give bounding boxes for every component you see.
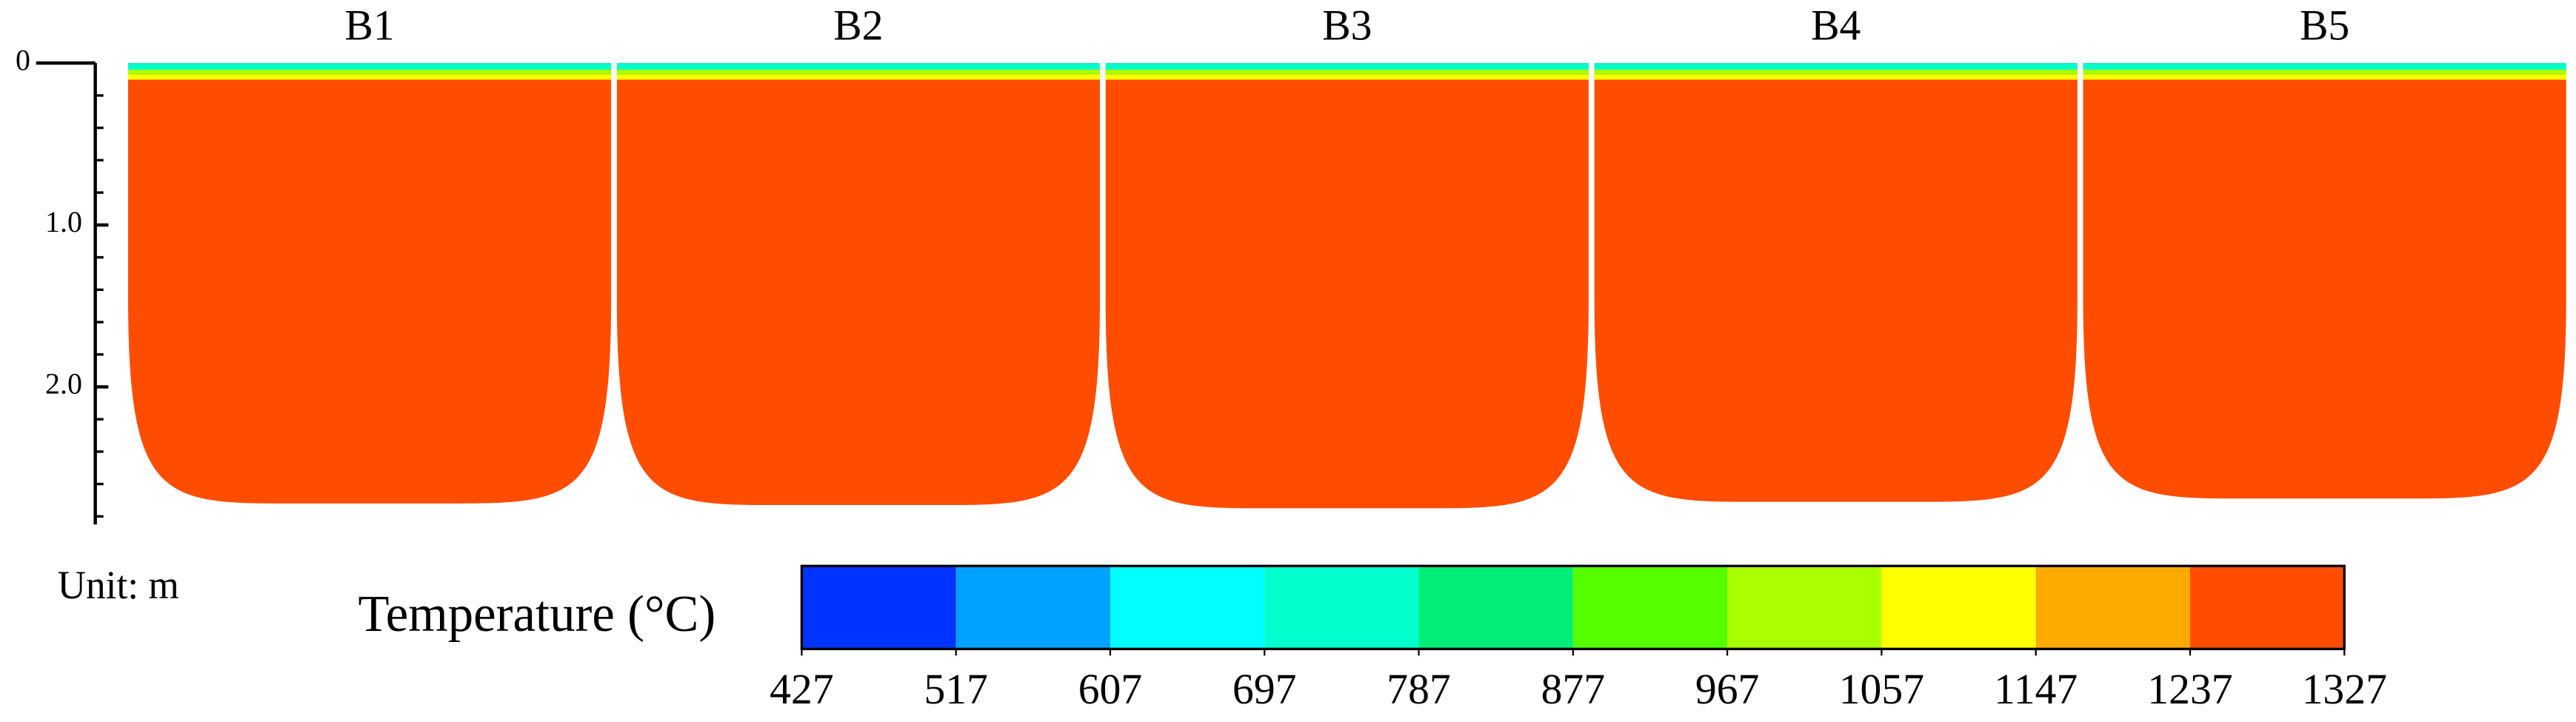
surface-layer — [1105, 63, 1589, 70]
colorbar-segment — [955, 566, 1111, 649]
surface-layer — [128, 74, 612, 80]
colorbar-tick-label: 877 — [1541, 665, 1605, 713]
colorbar-tick-label: 1057 — [1839, 665, 1924, 713]
surface-layer — [128, 63, 612, 70]
colorbar-tick-label: 427 — [770, 665, 833, 713]
surface-layer — [616, 70, 1101, 75]
unit-label: Unit: m — [58, 563, 179, 607]
colorbar-tick-label: 697 — [1232, 665, 1296, 713]
temperature-field — [2083, 63, 2566, 499]
surface-layer — [2083, 63, 2566, 70]
surface-layer — [616, 74, 1101, 80]
temperature-field — [128, 63, 612, 504]
colorbar-tick-label: 787 — [1387, 665, 1450, 713]
surface-layer — [1594, 74, 2078, 80]
y-tick-label: 1.0 — [45, 205, 82, 238]
surface-layer — [1105, 70, 1589, 75]
colorbar-tick-label: 517 — [924, 665, 987, 713]
panel-label: B2 — [833, 1, 883, 49]
surface-layer — [1105, 74, 1589, 80]
colorbar-segment — [801, 566, 956, 649]
panel-label: B1 — [344, 1, 394, 49]
colorbar-tick-label: 1327 — [2302, 665, 2387, 713]
colorbar-tick-label: 967 — [1695, 665, 1759, 713]
colorbar-segment — [1418, 566, 1573, 649]
y-tick-label: 0 — [16, 43, 30, 76]
temperature-field — [616, 63, 1101, 506]
surface-layer — [616, 63, 1101, 70]
surface-layer — [2083, 74, 2566, 80]
temperature-field — [1594, 63, 2078, 502]
panel-label: B4 — [1811, 1, 1861, 49]
surface-layer — [1594, 63, 2078, 70]
colorbar-tick-label: 1237 — [2147, 665, 2232, 713]
temperature-field — [1105, 63, 1589, 509]
colorbar-segment — [1110, 566, 1265, 649]
colorbar-segment — [1881, 566, 2036, 649]
surface-layer — [1594, 70, 2078, 75]
colorbar-segment — [1727, 566, 1882, 649]
colorbar-tick-label: 607 — [1078, 665, 1142, 713]
colorbar-tick-label: 1147 — [1994, 665, 2078, 713]
surface-layer — [2083, 70, 2566, 75]
colorbar-segment — [1572, 566, 1728, 649]
colorbar-segment — [1264, 566, 1419, 649]
panel-label: B5 — [2300, 1, 2349, 49]
colorbar-segment — [2035, 566, 2190, 649]
colorbar-segment — [2189, 566, 2345, 649]
surface-layer — [128, 70, 612, 75]
panel-label: B3 — [1322, 1, 1372, 49]
y-tick-label: 2.0 — [45, 367, 82, 401]
colorbar-title: Temperature (°C) — [358, 585, 716, 642]
